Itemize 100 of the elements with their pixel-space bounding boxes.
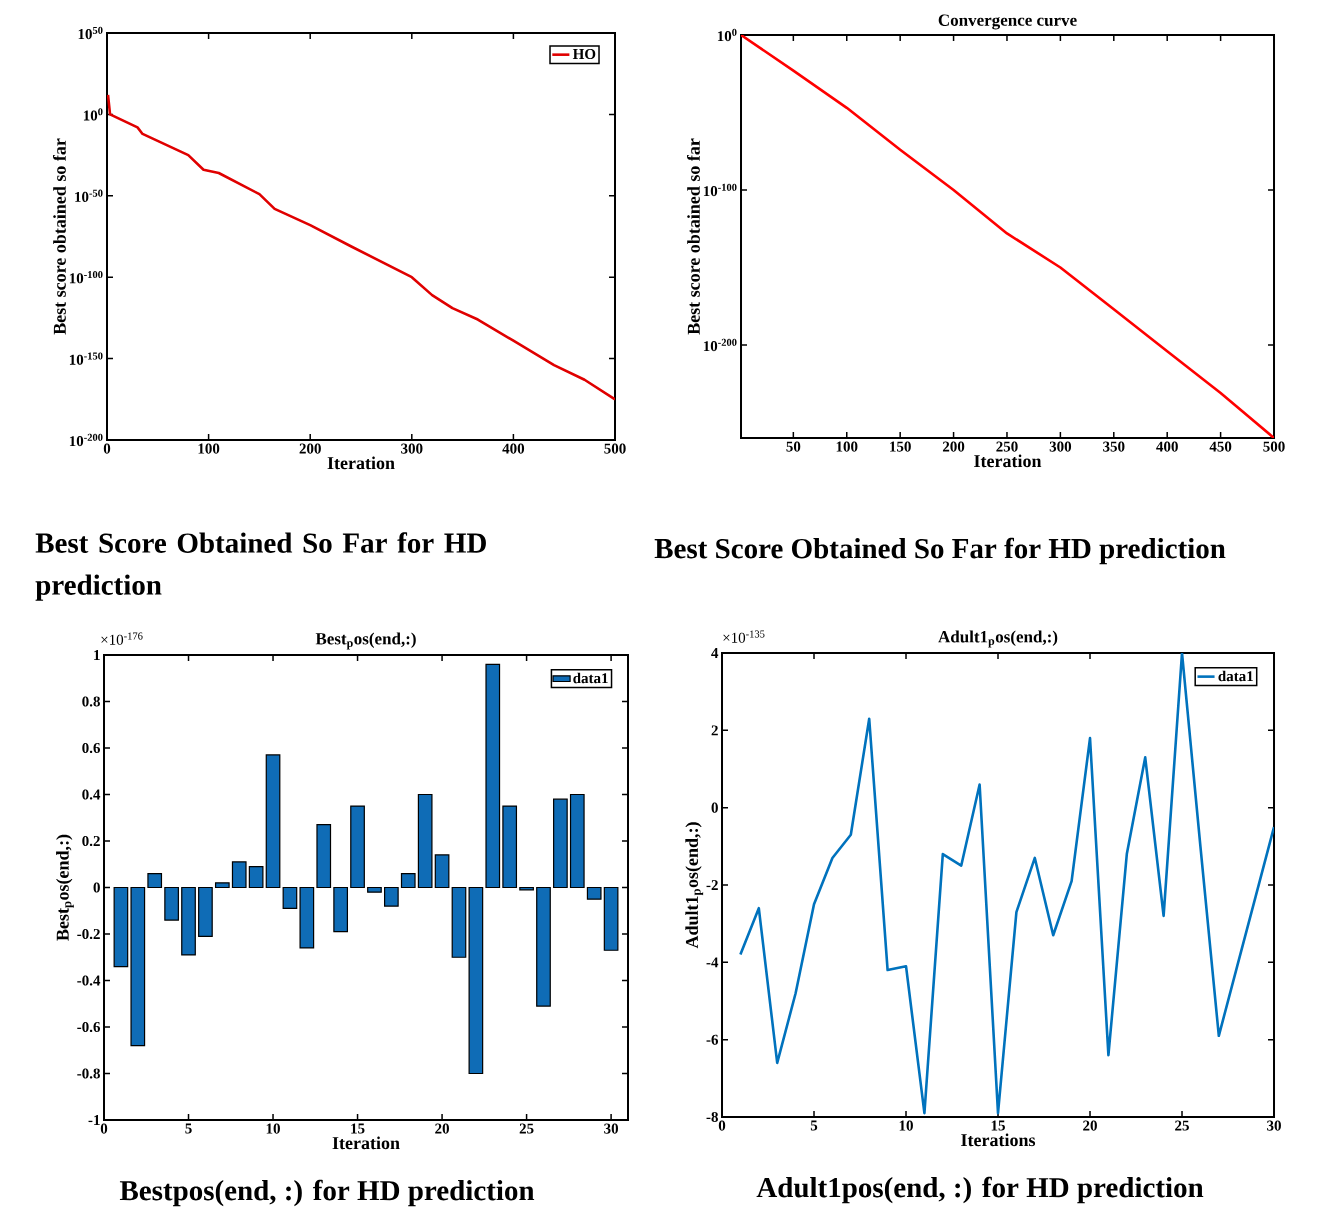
bar (299, 886, 315, 949)
x-tick-label: 20 (435, 1123, 449, 1134)
x-tick-label: 15 (991, 1120, 1005, 1131)
y-tick-label: 0.6 (82, 742, 101, 754)
x-tick-label: 10 (899, 1120, 913, 1131)
bar (350, 805, 365, 889)
text: Best Score Obtained So Far for HD prediction (654, 537, 1226, 565)
bar (130, 886, 146, 1047)
x-tick-label: 25 (519, 1123, 534, 1134)
x-tick-label: 30 (604, 1123, 619, 1134)
chart-title: Convergence curve (938, 14, 1077, 30)
bar (502, 805, 518, 889)
y-axis-title: Best score obtained so far (53, 138, 66, 335)
x-axis-title: Iteration (327, 456, 395, 470)
y-tick-label: -0.8 (77, 1068, 100, 1079)
y-tick-label: 10$^{-150}$ (69, 352, 103, 365)
x-tick-label: 300 (401, 443, 423, 454)
y-tick-label: 0.2 (82, 835, 100, 847)
y-tick-label: 10$^{0}$ (717, 28, 737, 42)
legend-label: data1 (573, 672, 608, 684)
bar (198, 886, 213, 937)
bar (265, 754, 281, 889)
bar (248, 865, 264, 889)
bar (553, 798, 568, 889)
x-tick-label: 500 (1263, 441, 1285, 452)
y-tick-label: 4 (711, 648, 719, 658)
line-series (739, 653, 1275, 1115)
y-tick-label: 0.8 (82, 696, 100, 707)
y-axis-title: Adult1$_{p}$os(end,:) (685, 822, 704, 949)
x-axis-title: Iteration (332, 1136, 400, 1150)
bar (451, 886, 467, 958)
y-tick-label: 0 (93, 882, 100, 893)
x-tick-label: 25 (1175, 1120, 1189, 1131)
x-tick-label: 30 (1267, 1120, 1281, 1131)
y-tick-label: -2 (706, 880, 718, 890)
y-axis-title: Best score obtained so far (687, 138, 700, 335)
chart-title: Adult1$_{p}$os(end,:) (938, 630, 1058, 648)
y-tick-label: -6 (706, 1034, 719, 1045)
text: Adult1pos(end, :) for HD prediction (756, 1176, 1204, 1204)
bar (569, 793, 585, 889)
x-tick-label: 500 (604, 443, 626, 454)
x-tick-label: 100 (198, 443, 220, 454)
text: ×10$^{-176}$ (101, 632, 143, 645)
y-tick-label: 10$^{-100}$ (69, 271, 103, 284)
bar (468, 886, 484, 1075)
bar (536, 886, 551, 1007)
bar (586, 886, 602, 900)
bar (333, 886, 349, 933)
x-tick-label: 200 (299, 443, 321, 454)
x-axis-title: Iteration (974, 454, 1042, 468)
x-tick-label: 0 (103, 443, 111, 454)
bar (434, 854, 450, 889)
bar (316, 824, 332, 889)
y-tick-label: 10$^{0}$ (83, 108, 103, 121)
y-tick-label: 1 (94, 650, 100, 660)
y-axis-title: Best$_{p}$os(end,:) (56, 834, 74, 941)
x-tick-label: 400 (502, 443, 525, 454)
x-tick-label: 200 (942, 441, 965, 452)
bar (603, 886, 619, 951)
bar (147, 872, 163, 889)
legend-label: data1 (1218, 670, 1253, 682)
text: Best Score Obtained So Far for HD prediction (35, 532, 486, 601)
legend-label: HO (572, 48, 596, 60)
y-tick-label: -1 (88, 1115, 100, 1125)
bar (400, 872, 416, 889)
bar (214, 882, 230, 889)
y-tick-label: 10$^{-200}$ (703, 338, 737, 352)
bar (367, 886, 382, 893)
bar (417, 793, 433, 889)
y-tick-label: 0.4 (82, 789, 101, 800)
text: Bestpos(end, :) for HD prediction (119, 1179, 535, 1207)
text: ×10$^{-135}$ (723, 630, 765, 643)
x-tick-label: 150 (890, 441, 911, 452)
bar (113, 886, 129, 968)
line-series (741, 34, 1275, 438)
y-tick-label: -0.4 (77, 975, 101, 986)
bar (519, 886, 534, 891)
chart-title: Best$_{p}$os(end,:) (315, 632, 416, 650)
x-axis-title: Iterations (961, 1133, 1036, 1147)
line-series (107, 93, 616, 401)
x-tick-label: 300 (1049, 441, 1072, 452)
x-tick-label: 5 (810, 1120, 818, 1131)
x-tick-label: 100 (836, 441, 858, 452)
x-tick-label: 20 (1083, 1120, 1097, 1131)
y-tick-label: 10$^{-50}$ (75, 189, 103, 202)
y-tick-label: -0.2 (77, 928, 100, 940)
x-tick-label: 400 (1156, 441, 1178, 452)
x-tick-label: 15 (351, 1123, 365, 1134)
bar (231, 861, 247, 889)
y-tick-label: 2 (711, 725, 718, 736)
bar (384, 886, 399, 907)
x-tick-label: 50 (786, 441, 801, 452)
bar (485, 663, 501, 889)
x-tick-label: 350 (1103, 441, 1125, 452)
y-tick-label: 10$^{50}$ (78, 26, 103, 40)
x-tick-label: 5 (185, 1123, 192, 1134)
bar (164, 886, 179, 921)
y-tick-label: 10$^{-100}$ (703, 183, 737, 197)
y-tick-label: -4 (706, 957, 719, 968)
y-tick-label: -8 (706, 1111, 718, 1123)
